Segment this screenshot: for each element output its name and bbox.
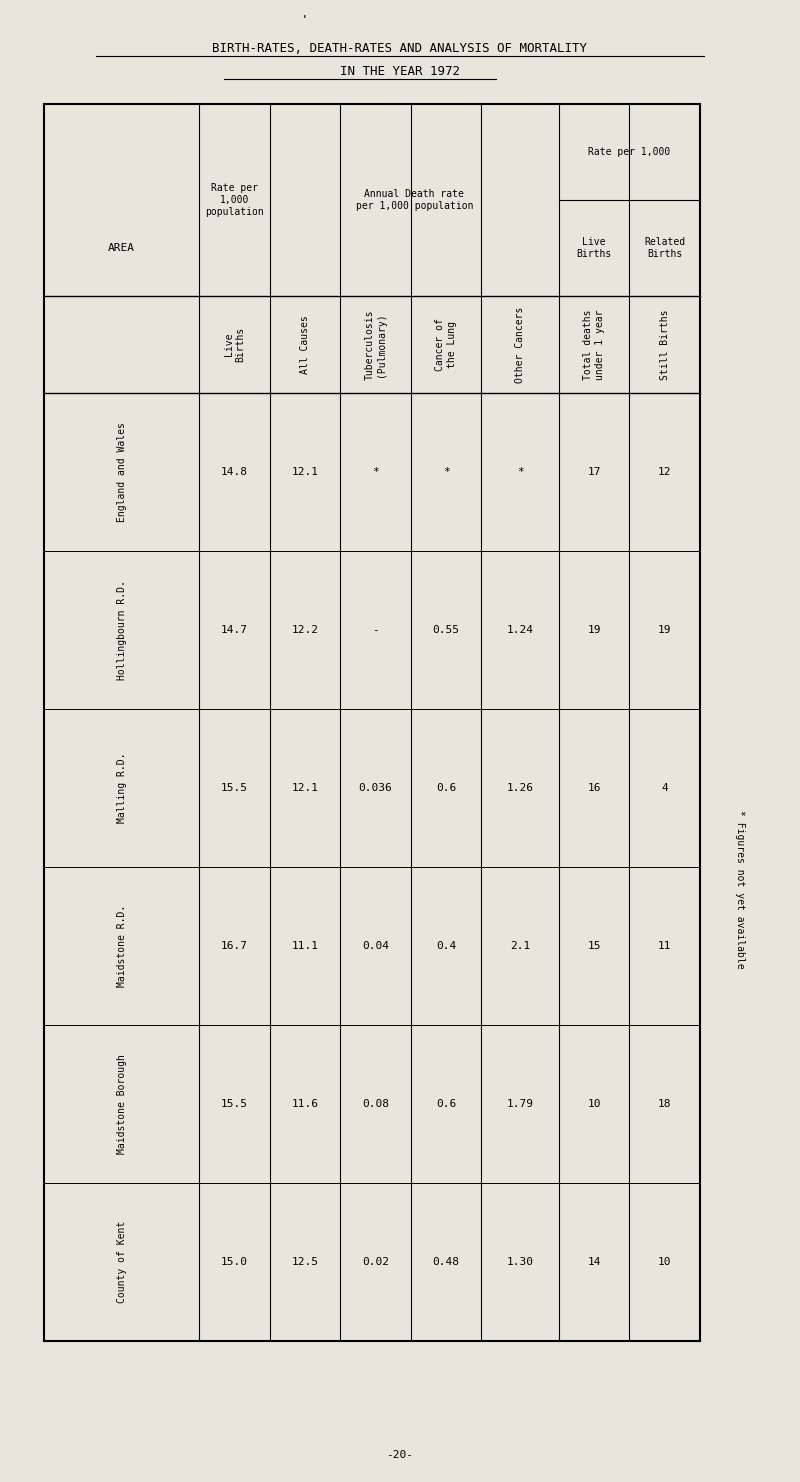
Text: 0.036: 0.036 (358, 782, 393, 793)
Text: Annual Death rate
per 1,000 population: Annual Death rate per 1,000 population (355, 190, 473, 210)
Text: 10: 10 (658, 1257, 671, 1267)
Text: 0.6: 0.6 (436, 782, 456, 793)
Text: ': ' (300, 15, 308, 27)
Text: 1.24: 1.24 (506, 625, 534, 634)
Text: 12: 12 (658, 467, 671, 477)
Text: Hollingbourn R.D.: Hollingbourn R.D. (117, 579, 126, 680)
Text: 15.0: 15.0 (221, 1257, 248, 1267)
Text: Rate per 1,000: Rate per 1,000 (588, 147, 670, 157)
Text: 2.1: 2.1 (510, 941, 530, 951)
Text: 19: 19 (658, 625, 671, 634)
Text: 0.4: 0.4 (436, 941, 456, 951)
Text: Related
Births: Related Births (644, 237, 686, 259)
Text: AREA: AREA (108, 243, 135, 253)
Text: 0.02: 0.02 (362, 1257, 389, 1267)
Text: BIRTH-RATES, DEATH-RATES AND ANALYSIS OF MORTALITY: BIRTH-RATES, DEATH-RATES AND ANALYSIS OF… (213, 43, 587, 55)
Text: 18: 18 (658, 1100, 671, 1109)
Text: Other Cancers: Other Cancers (515, 307, 525, 382)
Text: 14.7: 14.7 (221, 625, 248, 634)
Text: IN THE YEAR 1972: IN THE YEAR 1972 (340, 65, 460, 77)
Text: 16: 16 (587, 782, 601, 793)
Text: 11: 11 (658, 941, 671, 951)
Text: Malling R.D.: Malling R.D. (117, 753, 126, 823)
Text: County of Kent: County of Kent (117, 1221, 126, 1303)
Text: 0.08: 0.08 (362, 1100, 389, 1109)
Text: 16.7: 16.7 (221, 941, 248, 951)
Text: All Causes: All Causes (300, 316, 310, 373)
Text: 17: 17 (587, 467, 601, 477)
Text: -20-: -20- (386, 1451, 414, 1460)
Text: *: * (517, 467, 523, 477)
Text: Cancer of
the Lung: Cancer of the Lung (435, 319, 457, 370)
Text: Still Births: Still Births (660, 310, 670, 379)
Text: 12.1: 12.1 (291, 467, 318, 477)
Text: 1.30: 1.30 (506, 1257, 534, 1267)
Text: 11.6: 11.6 (291, 1100, 318, 1109)
Text: 0.6: 0.6 (436, 1100, 456, 1109)
Text: Tuberculosis
(Pulmonary): Tuberculosis (Pulmonary) (365, 310, 386, 379)
Text: 14.8: 14.8 (221, 467, 248, 477)
Text: 14: 14 (587, 1257, 601, 1267)
Text: 0.48: 0.48 (433, 1257, 459, 1267)
Text: 0.55: 0.55 (433, 625, 459, 634)
Text: 15.5: 15.5 (221, 1100, 248, 1109)
Text: 0.04: 0.04 (362, 941, 389, 951)
Text: Maidstone R.D.: Maidstone R.D. (117, 906, 126, 987)
Text: 10: 10 (587, 1100, 601, 1109)
Text: 4: 4 (662, 782, 668, 793)
Text: -: - (372, 625, 379, 634)
Text: 11.1: 11.1 (291, 941, 318, 951)
Text: 1.26: 1.26 (506, 782, 534, 793)
Text: 15: 15 (587, 941, 601, 951)
Text: 15.5: 15.5 (221, 782, 248, 793)
Text: Live
Births: Live Births (224, 328, 246, 362)
Text: Total deaths
under 1 year: Total deaths under 1 year (583, 310, 605, 379)
Text: * Figures not yet available: * Figures not yet available (735, 809, 745, 969)
Text: Maidstone Borough: Maidstone Borough (117, 1054, 126, 1154)
Text: *: * (442, 467, 450, 477)
Text: England and Wales: England and Wales (117, 422, 126, 522)
Text: 12.5: 12.5 (291, 1257, 318, 1267)
Text: Live
Births: Live Births (577, 237, 612, 259)
Text: 1.79: 1.79 (506, 1100, 534, 1109)
Text: 12.1: 12.1 (291, 782, 318, 793)
Text: *: * (372, 467, 379, 477)
Text: 19: 19 (587, 625, 601, 634)
Text: Rate per
1,000
population: Rate per 1,000 population (205, 184, 264, 216)
Text: 12.2: 12.2 (291, 625, 318, 634)
